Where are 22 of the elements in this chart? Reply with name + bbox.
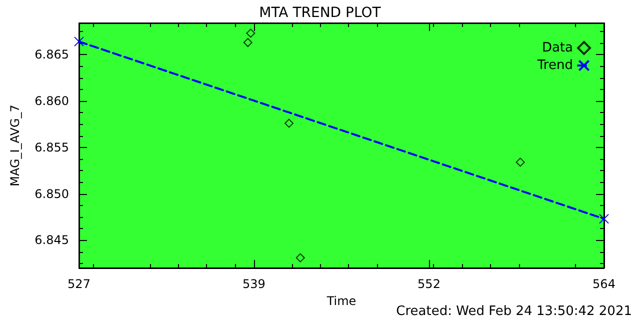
y-tick-label: 6.845 <box>34 233 69 248</box>
legend-label: Trend <box>536 58 573 73</box>
chart-title: MTA TREND PLOT <box>259 5 382 21</box>
point <box>296 253 305 262</box>
y-tick-label: 6.850 <box>34 186 69 201</box>
x-tick-label: 539 <box>242 277 266 291</box>
x-tick-label: 564 <box>592 277 616 291</box>
point <box>516 158 525 167</box>
y-tick-label: 6.860 <box>34 94 69 108</box>
x-tick-label: 527 <box>68 277 90 291</box>
point <box>243 38 252 47</box>
y-tick-label: 6.855 <box>34 140 69 154</box>
legend-label: Data <box>542 40 573 56</box>
x-axis-title: Time <box>326 294 356 308</box>
text: Created: Wed Feb 24 13:50:42 2021 <box>396 304 632 319</box>
point <box>599 214 609 224</box>
x-tick-label: 552 <box>418 277 440 291</box>
point <box>284 118 294 128</box>
point <box>74 36 84 47</box>
y-axis-title: MAG_I_AVG_7 <box>8 104 22 186</box>
point <box>246 28 256 38</box>
y-tick-label: 6.865 <box>34 48 69 62</box>
